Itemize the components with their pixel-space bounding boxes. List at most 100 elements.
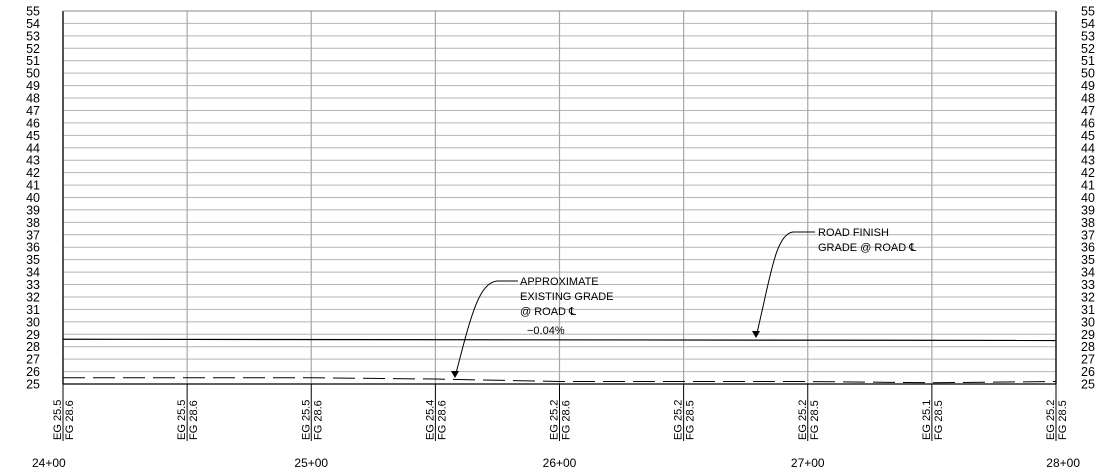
y-tick-label-right: 38 bbox=[1081, 216, 1095, 230]
y-tick-label-left: 52 bbox=[26, 42, 40, 56]
elevation-pair: EG 25.2 FG 28.5 bbox=[1045, 384, 1069, 441]
existing-grade-note-line-2: EXISTING GRADE bbox=[520, 291, 614, 303]
y-tick-label-left: 43 bbox=[26, 154, 40, 168]
y-tick-label-left: 54 bbox=[26, 17, 40, 31]
y-axis-left: 2526272829303132333435363738394041424344… bbox=[26, 5, 40, 392]
y-tick-label-left: 29 bbox=[26, 328, 40, 342]
y-tick-label-right: 46 bbox=[1081, 116, 1095, 130]
y-tick-label-left: 53 bbox=[26, 29, 40, 43]
existing-grade-elevation: EG 25.2 bbox=[549, 400, 561, 440]
y-tick-label-right: 52 bbox=[1081, 42, 1095, 56]
finish-grade-arrowhead bbox=[752, 331, 760, 338]
finish-grade-elevation: FG 28.6 bbox=[188, 400, 200, 440]
slope-label: −0.04% bbox=[527, 325, 565, 337]
existing-grade-elevation: EG 25.5 bbox=[176, 400, 188, 440]
finish-grade-leader bbox=[755, 231, 815, 338]
y-tick-label-left: 26 bbox=[26, 365, 40, 379]
x-axis-stations: 24+00 25+00 26+00 27+00 28+00 bbox=[32, 456, 1080, 470]
y-tick-label-right: 31 bbox=[1081, 303, 1095, 317]
finish-grade-elevation: FG 28.5 bbox=[809, 400, 821, 440]
finish-grade-note-line-1: ROAD FINISH bbox=[818, 227, 889, 239]
station-label: 26+00 bbox=[543, 456, 577, 470]
y-tick-label-right: 47 bbox=[1081, 104, 1095, 118]
y-tick-label-right: 32 bbox=[1081, 290, 1095, 304]
profile-lines bbox=[62, 338, 1057, 384]
existing-grade-elevation: EG 25.2 bbox=[673, 400, 685, 440]
station-label: 25+00 bbox=[294, 456, 328, 470]
y-tick-label-right: 43 bbox=[1081, 154, 1095, 168]
existing-grade-elevation: EG 25.4 bbox=[424, 400, 436, 440]
y-tick-label-left: 46 bbox=[26, 116, 40, 130]
y-tick-label-left: 50 bbox=[26, 67, 40, 81]
y-tick-label-left: 51 bbox=[26, 54, 40, 68]
y-tick-label-left: 33 bbox=[26, 278, 40, 292]
finish-grade-elevation: FG 28.5 bbox=[685, 400, 697, 440]
y-tick-label-right: 39 bbox=[1081, 203, 1095, 217]
y-tick-label-left: 37 bbox=[26, 228, 40, 242]
finish-grade-elevation: FG 28.5 bbox=[933, 400, 945, 440]
existing-grade-callout: APPROXIMATE EXISTING GRADE @ ROAD ℄ bbox=[451, 276, 614, 378]
existing-grade-elevation: EG 25.2 bbox=[1045, 400, 1057, 440]
existing-grade-line bbox=[63, 377, 1057, 384]
y-tick-label-right: 41 bbox=[1081, 179, 1095, 193]
y-tick-label-left: 25 bbox=[26, 378, 40, 392]
y-tick-label-right: 28 bbox=[1081, 340, 1095, 354]
existing-grade-leader bbox=[454, 280, 518, 378]
station-label: 24+00 bbox=[32, 456, 66, 470]
y-tick-label-left: 44 bbox=[26, 141, 40, 155]
finish-grade-elevation: FG 28.6 bbox=[312, 400, 324, 440]
y-tick-label-left: 41 bbox=[26, 179, 40, 193]
finish-grade-elevation: FG 28.5 bbox=[1057, 400, 1069, 440]
y-tick-label-left: 32 bbox=[26, 290, 40, 304]
finish-grade-callout: ROAD FINISH GRADE @ ROAD ℄ bbox=[752, 227, 916, 338]
station-label: 27+00 bbox=[791, 456, 825, 470]
finish-grade-note-line-2: GRADE @ ROAD ℄ bbox=[818, 242, 916, 254]
y-tick-label-left: 47 bbox=[26, 104, 40, 118]
y-tick-label-left: 49 bbox=[26, 79, 40, 93]
y-tick-label-right: 25 bbox=[1081, 378, 1095, 392]
existing-grade-note-line-3: @ ROAD ℄ bbox=[520, 306, 576, 318]
y-axis-right: 2526272829303132333435363738394041424344… bbox=[1081, 5, 1095, 392]
y-tick-label-left: 34 bbox=[26, 266, 40, 280]
y-tick-label-right: 54 bbox=[1081, 17, 1095, 31]
y-tick-label-right: 48 bbox=[1081, 92, 1095, 106]
elevation-pair: EG 25.2 FG 28.5 bbox=[797, 384, 821, 441]
elevation-pair: EG 25.2 FG 28.5 bbox=[673, 384, 697, 441]
y-tick-label-right: 45 bbox=[1081, 129, 1095, 143]
finish-grade-elevation: FG 28.6 bbox=[561, 400, 573, 440]
elevation-pair: EG 25.5 FG 28.6 bbox=[300, 384, 324, 441]
y-tick-label-left: 45 bbox=[26, 129, 40, 143]
y-tick-label-right: 50 bbox=[1081, 67, 1095, 81]
y-tick-label-left: 55 bbox=[26, 5, 40, 19]
grid bbox=[62, 10, 1057, 385]
finish-grade-elevation: FG 28.6 bbox=[64, 400, 76, 440]
y-tick-label-left: 39 bbox=[26, 203, 40, 217]
elevation-pair: EG 25.5 FG 28.6 bbox=[52, 384, 76, 441]
elevation-pair: EG 25.4 FG 28.6 bbox=[424, 384, 448, 441]
existing-grade-elevation: EG 25.5 bbox=[300, 400, 312, 440]
y-tick-label-right: 27 bbox=[1081, 353, 1095, 367]
existing-grade-elevation: EG 25.5 bbox=[52, 400, 64, 440]
y-tick-label-left: 38 bbox=[26, 216, 40, 230]
y-tick-label-right: 33 bbox=[1081, 278, 1095, 292]
y-tick-label-left: 48 bbox=[26, 92, 40, 106]
y-tick-label-right: 34 bbox=[1081, 266, 1095, 280]
y-tick-label-right: 35 bbox=[1081, 253, 1095, 267]
y-tick-label-right: 51 bbox=[1081, 54, 1095, 68]
finish-grade-elevation: FG 28.6 bbox=[436, 400, 448, 440]
y-tick-label-right: 55 bbox=[1081, 5, 1095, 19]
existing-grade-note-line-1: APPROXIMATE bbox=[520, 276, 599, 288]
elevation-labels: EG 25.5 FG 28.6 EG 25.5 FG 28.6 EG 25.5 FG 28… bbox=[52, 384, 1069, 441]
finish-grade-line bbox=[62, 338, 1057, 342]
y-tick-label-right: 26 bbox=[1081, 365, 1095, 379]
y-tick-label-right: 40 bbox=[1081, 191, 1095, 205]
elevation-pair: EG 25.5 FG 28.6 bbox=[176, 384, 200, 441]
y-tick-label-right: 44 bbox=[1081, 141, 1095, 155]
y-tick-label-left: 31 bbox=[26, 303, 40, 317]
elevation-pair: EG 25.2 FG 28.6 bbox=[549, 384, 573, 441]
y-tick-label-left: 27 bbox=[26, 353, 40, 367]
y-tick-label-left: 42 bbox=[26, 166, 40, 180]
y-tick-label-right: 30 bbox=[1081, 315, 1095, 329]
